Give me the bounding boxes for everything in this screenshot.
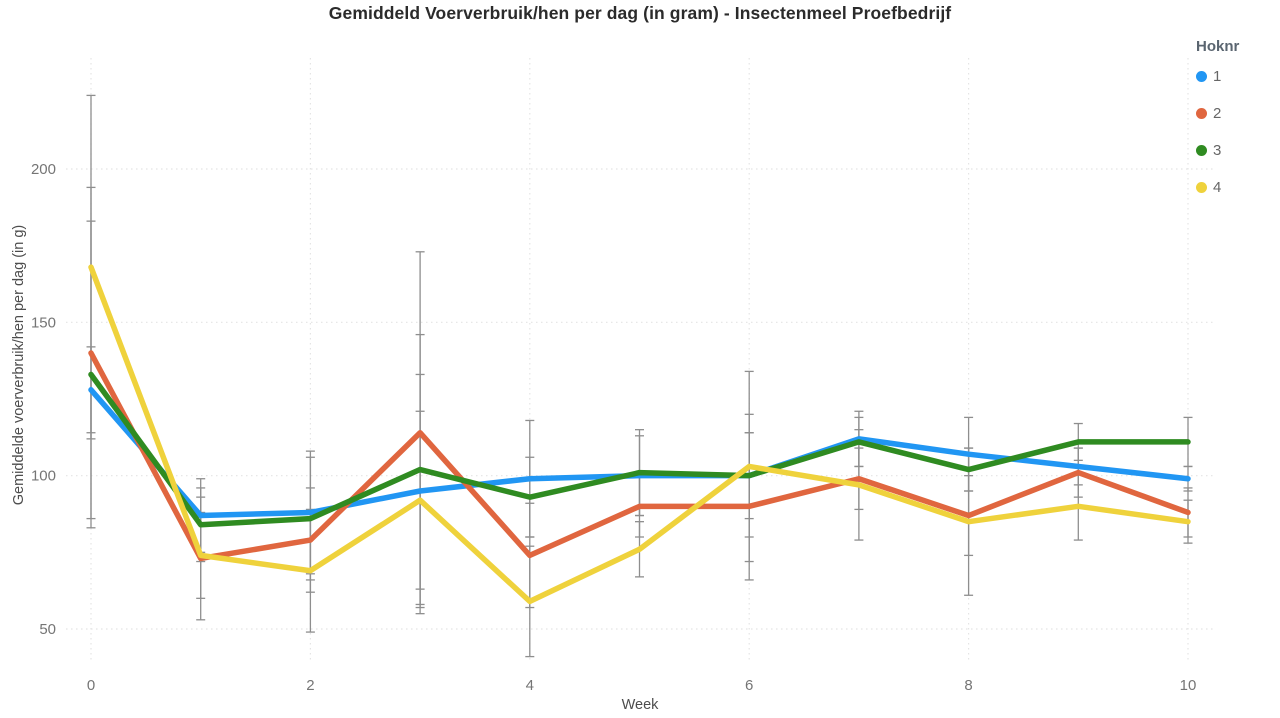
error-bars xyxy=(86,94,1193,658)
legend-item-label: 4 xyxy=(1213,179,1222,196)
legend-dot-icon xyxy=(1196,108,1207,119)
legend-item-hok-4[interactable]: 4 xyxy=(1196,176,1239,199)
x-tick-label: 10 xyxy=(1180,677,1197,694)
legend-title: Hoknr xyxy=(1196,38,1240,55)
y-tick-label: 150 xyxy=(31,314,56,331)
x-tick-label: 8 xyxy=(964,677,972,694)
legend-dot-icon xyxy=(1196,182,1207,193)
x-axis-title: Week xyxy=(621,697,659,713)
chart-title: Gemiddeld Voerverbruik/hen per dag (in g… xyxy=(328,3,952,23)
y-tick-label: 200 xyxy=(31,161,56,178)
legend-dot-icon xyxy=(1196,145,1207,156)
x-tick-label: 0 xyxy=(87,677,95,694)
series-line-hok-4 xyxy=(88,264,1191,605)
y-tick-label: 100 xyxy=(31,468,56,485)
x-tick-label: 6 xyxy=(745,677,753,694)
legend-item-label: 3 xyxy=(1213,142,1222,159)
legend-item-hok-2[interactable]: 2 xyxy=(1196,102,1239,125)
legend: Hoknr 1 2 3 4 xyxy=(1196,38,1239,213)
y-tick-label: 50 xyxy=(39,621,56,638)
tick-labels: 50 100 150 200 0 2 4 6 8 10 xyxy=(31,161,1196,694)
series-line-hok-2 xyxy=(88,350,1191,562)
x-tick-label: 4 xyxy=(526,677,534,694)
legend-item-label: 1 xyxy=(1213,68,1222,85)
legend-item-hok-3[interactable]: 3 xyxy=(1196,139,1239,162)
series-line-hok-3 xyxy=(88,371,1191,528)
series-lines xyxy=(88,264,1191,605)
x-tick-label: 2 xyxy=(306,677,314,694)
y-axis-title: Gemiddelde voerverbruik/hen per dag (in … xyxy=(11,224,27,506)
legend-item-label: 2 xyxy=(1213,105,1222,122)
legend-dot-icon xyxy=(1196,71,1207,82)
legend-item-hok-1[interactable]: 1 xyxy=(1196,65,1239,88)
